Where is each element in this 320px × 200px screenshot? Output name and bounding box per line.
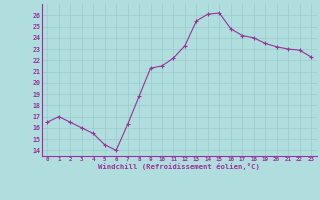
X-axis label: Windchill (Refroidissement éolien,°C): Windchill (Refroidissement éolien,°C) <box>98 163 260 170</box>
